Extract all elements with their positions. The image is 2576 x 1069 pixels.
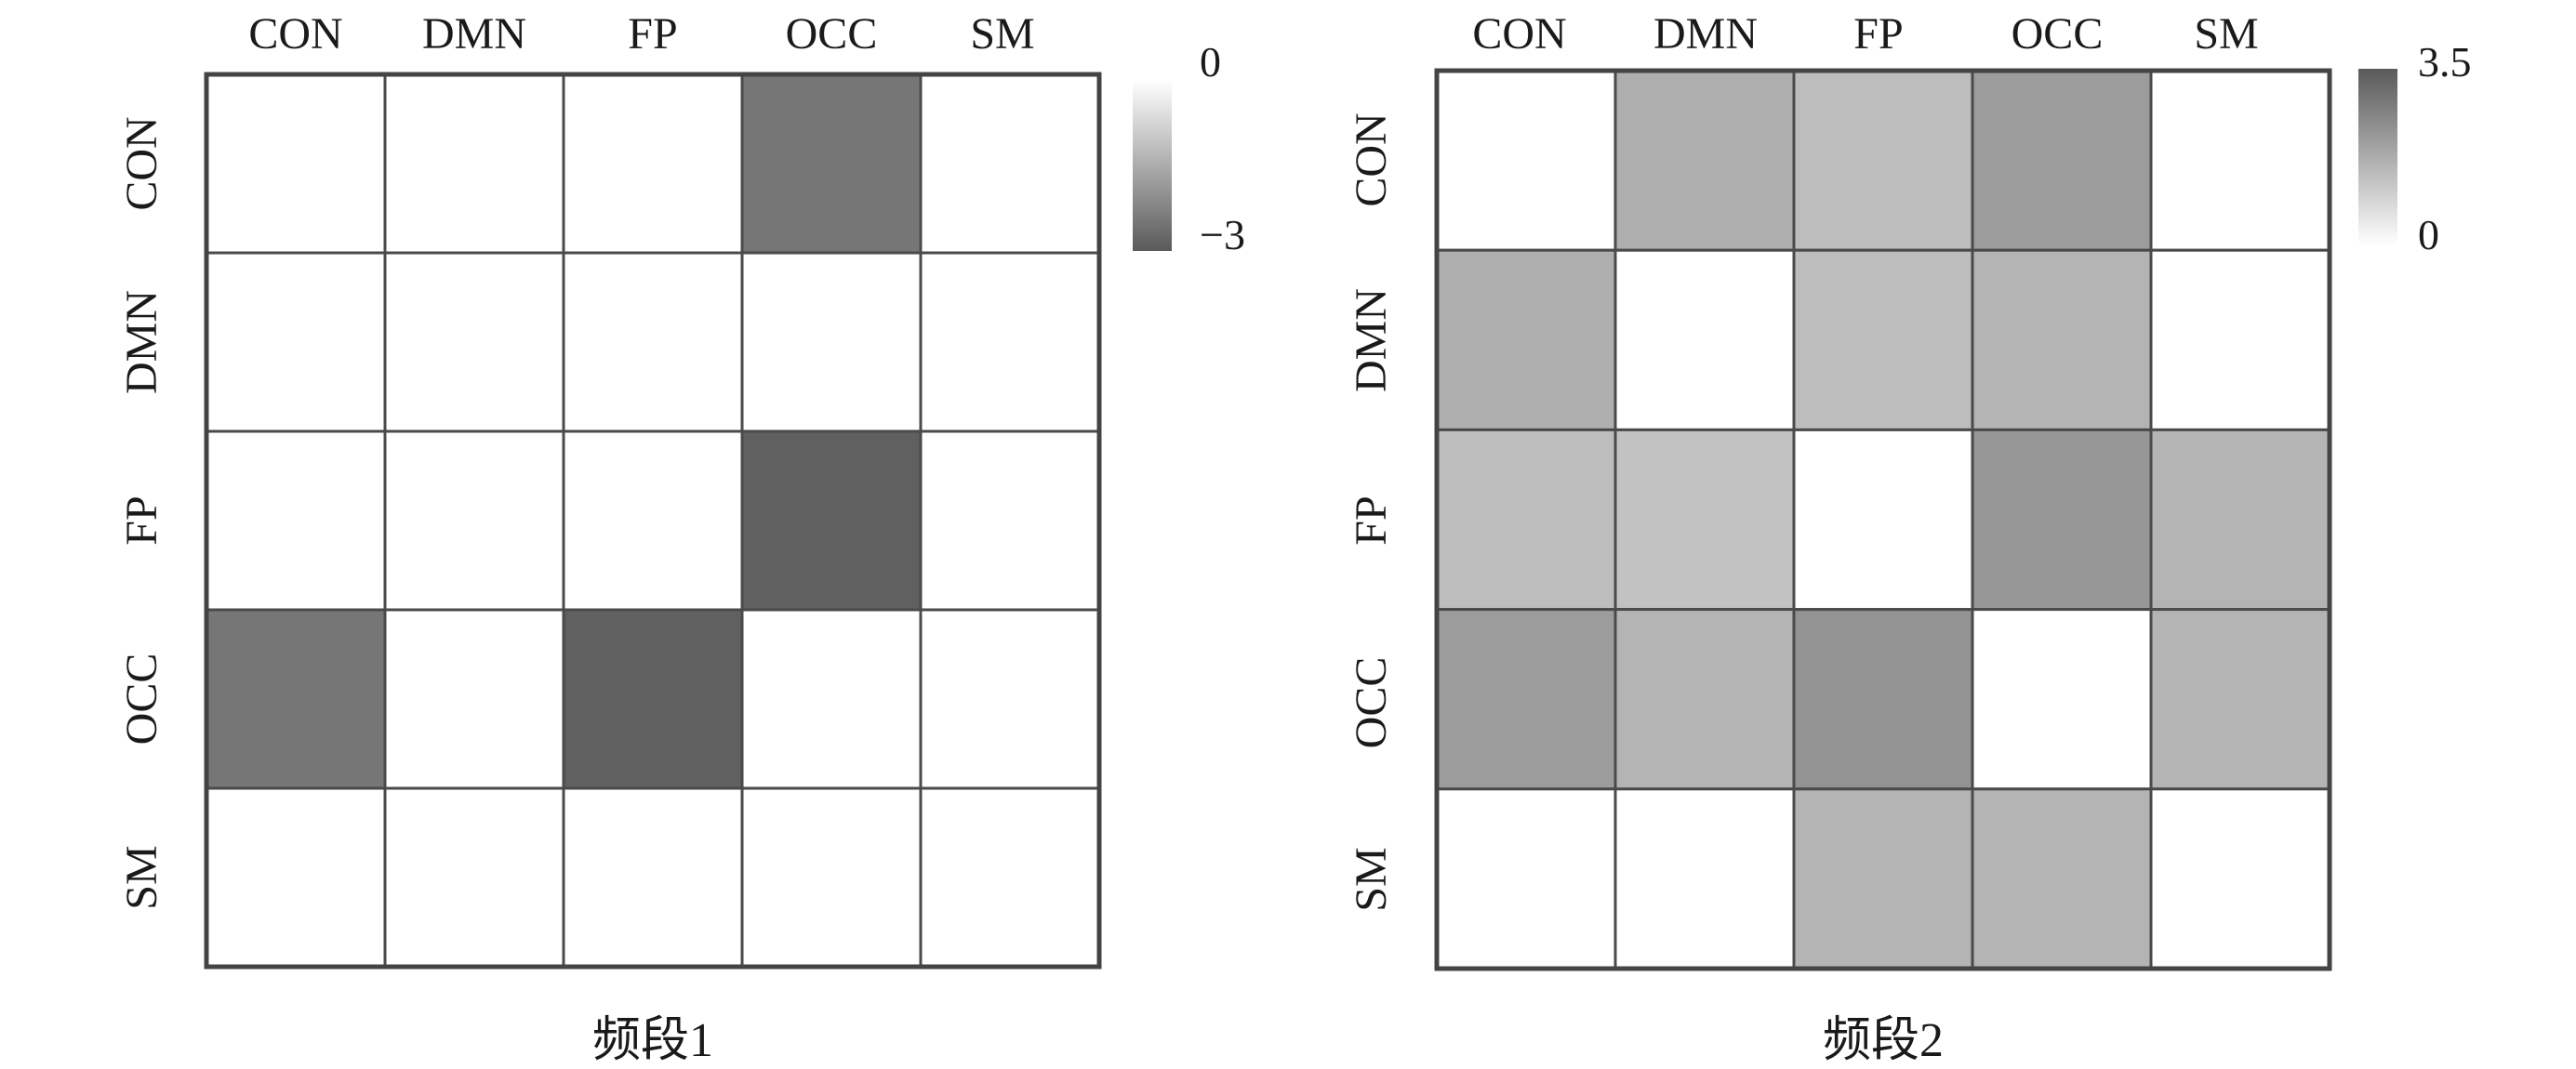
row-labels: CON DMN FP OCC SM: [117, 116, 166, 909]
heatmap-cell-dmn-fp: [562, 251, 744, 433]
heatmap-cell-fp-dmn: [1613, 428, 1796, 612]
heatmap-cell-fp-sm: [2149, 428, 2331, 612]
heatmap-cell-occ-con: [205, 608, 387, 790]
col-label: FP: [628, 9, 677, 59]
col-label: OCC: [2012, 9, 2104, 59]
heatmap-cell-occ-occ: [1971, 608, 2153, 791]
heatmap-cell-sm-sm: [2149, 787, 2331, 970]
heatmap-cell-con-dmn: [383, 73, 565, 255]
heatmap-cell-con-sm: [2149, 69, 2331, 252]
colorbar: [2358, 69, 2397, 245]
row-label: CON: [1347, 112, 1396, 206]
heatmap-cell-fp-fp: [562, 429, 744, 612]
row-label: DMN: [117, 290, 166, 394]
heatmap-cells: [1435, 69, 2331, 970]
heatmap-cell-occ-con: [1435, 608, 1617, 791]
heatmap-cell-con-con: [1435, 69, 1617, 252]
row-label: DMN: [1347, 288, 1396, 392]
heatmap-cells: [205, 73, 1101, 969]
heatmap-cell-fp-occ: [1971, 428, 2153, 612]
heatmap-cell-occ-sm: [919, 608, 1101, 790]
col-label: DMN: [1653, 9, 1758, 59]
heatmap-cell-dmn-con: [1435, 248, 1617, 431]
heatmap-cell-dmn-occ: [740, 251, 923, 433]
column-labels: CON DMN FP OCC SM: [248, 9, 1034, 59]
heatmap-cell-fp-dmn: [383, 429, 565, 612]
heatmap-cell-sm-sm: [919, 786, 1101, 969]
row-label: SM: [117, 845, 166, 909]
row-label: CON: [117, 116, 166, 210]
col-label: CON: [1472, 9, 1566, 59]
heatmap-cell-con-dmn: [1613, 69, 1796, 252]
heatmap-cell-sm-occ: [1971, 787, 2153, 970]
heatmap-cell-dmn-fp: [1792, 248, 1974, 431]
panel-caption: 频段2: [1823, 1014, 1944, 1067]
row-labels: CON DMN FP OCC SM: [1347, 112, 1396, 911]
heatmap-cell-sm-con: [205, 786, 387, 969]
colorbar-min-label: −3: [1200, 211, 1245, 258]
heatmap-cell-dmn-occ: [1971, 248, 2153, 431]
heatmap-cell-con-con: [205, 73, 387, 255]
colorbar-min-label: 0: [2418, 211, 2439, 258]
heatmap-cell-fp-fp: [1792, 428, 1974, 612]
panel-caption: 频段1: [592, 1014, 713, 1067]
col-label: SM: [2194, 9, 2258, 59]
heatmap-panel-2: CON DMN FP OCC SM CON DMN FP OCC SM 3.5 …: [1347, 9, 2472, 1067]
heatmap-cell-fp-con: [205, 429, 387, 612]
heatmap-cell-sm-fp: [562, 786, 744, 969]
heatmap-cell-occ-dmn: [1613, 608, 1796, 791]
col-label: CON: [248, 9, 342, 59]
heatmap-cell-dmn-dmn: [1613, 248, 1796, 431]
heatmap-cell-occ-dmn: [383, 608, 565, 790]
row-label: FP: [1347, 495, 1396, 545]
heatmap-cell-dmn-sm: [919, 251, 1101, 433]
heatmap-panel-1: CON DMN FP OCC SM CON DMN FP OCC SM 0 −3…: [117, 9, 1245, 1067]
heatmap-frame: [204, 72, 1102, 970]
heatmap-cell-occ-sm: [2149, 608, 2331, 791]
colorbar-max-label: 0: [1200, 38, 1221, 86]
heatmap-cell-con-occ: [740, 73, 923, 255]
heatmap-cell-con-fp: [562, 73, 744, 255]
heatmap-cell-dmn-sm: [2149, 248, 2331, 431]
colorbar: [1133, 80, 1172, 251]
heatmap-cell-occ-fp: [562, 608, 744, 790]
heatmap-cell-dmn-dmn: [383, 251, 565, 433]
heatmap-cell-occ-fp: [1792, 608, 1974, 791]
colorbar-max-label: 3.5: [2418, 38, 2472, 86]
col-label: FP: [1853, 9, 1903, 59]
heatmap-cell-con-sm: [919, 73, 1101, 255]
heatmap-cell-fp-sm: [919, 429, 1101, 612]
heatmap-cell-dmn-con: [205, 251, 387, 433]
col-label: OCC: [786, 9, 878, 59]
column-labels: CON DMN FP OCC SM: [1472, 9, 2258, 59]
heatmap-cell-fp-occ: [740, 429, 923, 612]
col-label: SM: [970, 9, 1034, 59]
col-label: DMN: [422, 9, 526, 59]
row-label: SM: [1347, 847, 1396, 911]
heatmap-cell-sm-dmn: [1613, 787, 1796, 970]
heatmap-cell-occ-occ: [740, 608, 923, 790]
heatmap-cell-con-occ: [1971, 69, 2153, 252]
heatmap-cell-fp-con: [1435, 428, 1617, 612]
row-label: FP: [117, 495, 166, 545]
heatmap-frame: [1434, 68, 2332, 971]
heatmap-cell-sm-fp: [1792, 787, 1974, 970]
row-label: OCC: [1347, 657, 1396, 749]
row-label: OCC: [117, 653, 166, 746]
heatmap-cell-sm-con: [1435, 787, 1617, 970]
heatmap-cell-sm-occ: [740, 786, 923, 969]
heatmap-cell-sm-dmn: [383, 786, 565, 969]
heatmap-cell-con-fp: [1792, 69, 1974, 252]
